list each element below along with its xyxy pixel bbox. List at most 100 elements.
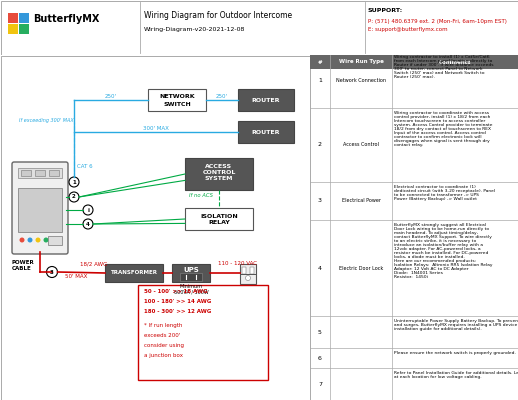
Text: Electrical Power: Electrical Power xyxy=(341,198,381,204)
Text: RELAY: RELAY xyxy=(208,220,230,226)
Bar xyxy=(48,236,62,245)
Text: 4: 4 xyxy=(86,222,90,226)
Text: 50' MAX: 50' MAX xyxy=(65,274,88,279)
Text: CABLE: CABLE xyxy=(12,266,32,271)
Text: from each Intercom panel location directly to: from each Intercom panel location direct… xyxy=(394,59,492,63)
Circle shape xyxy=(44,238,49,242)
Text: 300' MAX: 300' MAX xyxy=(143,126,169,131)
Text: Diode:  1N4001 Series: Diode: 1N4001 Series xyxy=(394,271,443,275)
Text: 1: 1 xyxy=(318,78,322,82)
Text: Intercom touchscreen to access controller: Intercom touchscreen to access controlle… xyxy=(394,119,485,123)
Text: contact ButterflyMX Support. To wire directly: contact ButterflyMX Support. To wire dir… xyxy=(394,235,492,239)
Circle shape xyxy=(47,266,57,278)
Bar xyxy=(185,208,253,230)
Bar xyxy=(185,158,253,190)
Circle shape xyxy=(20,238,24,242)
Circle shape xyxy=(69,177,79,187)
Text: Uninterruptable Power Supply Battery Backup. To prevent voltage drops: Uninterruptable Power Supply Battery Bac… xyxy=(394,319,518,323)
Bar xyxy=(250,267,254,274)
Text: 5: 5 xyxy=(318,330,322,334)
Text: 50 - 100' >> 18 AWG: 50 - 100' >> 18 AWG xyxy=(144,289,208,294)
Circle shape xyxy=(69,192,79,202)
Text: Here are our recommended products:: Here are our recommended products: xyxy=(394,259,476,263)
Text: i: i xyxy=(87,208,89,212)
Text: Wiring contractor to install (1) x Cat5e/Cat6: Wiring contractor to install (1) x Cat5e… xyxy=(394,55,490,59)
Text: If no ACS: If no ACS xyxy=(189,193,213,198)
Text: 18/2 from dry contact of touchscreen to REX: 18/2 from dry contact of touchscreen to … xyxy=(394,127,491,131)
Bar xyxy=(19,24,29,34)
Text: Door Lock wiring to be home-run directly to: Door Lock wiring to be home-run directly… xyxy=(394,227,489,231)
Text: ROUTER: ROUTER xyxy=(252,98,280,102)
Text: main headend. To adjust timing/delay,: main headend. To adjust timing/delay, xyxy=(394,231,478,235)
Circle shape xyxy=(27,238,33,242)
Text: consider using: consider using xyxy=(144,343,184,348)
Text: Router (250' max).: Router (250' max). xyxy=(394,75,435,79)
Text: Wire Run Type: Wire Run Type xyxy=(339,60,383,64)
Bar xyxy=(240,264,256,284)
Bar xyxy=(242,267,246,274)
Text: Power (Battery Backup) -> Wall outlet: Power (Battery Backup) -> Wall outlet xyxy=(394,197,477,201)
Bar xyxy=(180,273,202,281)
Text: a junction box: a junction box xyxy=(144,353,183,358)
Text: ButterflyMX strongly suggest all Electrical: ButterflyMX strongly suggest all Electri… xyxy=(394,223,486,227)
Text: Minimum: Minimum xyxy=(180,284,203,289)
Text: Wiring-Diagram-v20-2021-12-08: Wiring-Diagram-v20-2021-12-08 xyxy=(144,28,246,32)
FancyBboxPatch shape xyxy=(12,162,68,254)
Text: TRANSFORMER: TRANSFORMER xyxy=(110,270,157,276)
Bar xyxy=(105,264,163,282)
Bar xyxy=(18,168,62,178)
Text: 18/2 AWG: 18/2 AWG xyxy=(80,262,107,267)
Text: Refer to Panel Installation Guide for additional details. Leave 6' service loop: Refer to Panel Installation Guide for ad… xyxy=(394,371,518,375)
Bar xyxy=(138,285,268,380)
Text: Input of the access control. Access control: Input of the access control. Access cont… xyxy=(394,131,486,135)
Text: 2: 2 xyxy=(318,142,322,148)
Bar xyxy=(172,264,210,282)
Text: ISOLATION: ISOLATION xyxy=(200,214,238,218)
Text: Wiring Diagram for Outdoor Intercome: Wiring Diagram for Outdoor Intercome xyxy=(144,10,292,20)
Text: Switch (250' max) and Network Switch to: Switch (250' max) and Network Switch to xyxy=(394,71,484,75)
Text: ButterflyMX: ButterflyMX xyxy=(33,14,99,24)
Text: control provider, install (1) x 18/2 from each: control provider, install (1) x 18/2 fro… xyxy=(394,115,491,119)
Bar xyxy=(238,121,294,143)
Text: 12vdc adapter. For AC-powered locks, a: 12vdc adapter. For AC-powered locks, a xyxy=(394,247,481,251)
Circle shape xyxy=(83,205,93,215)
Bar xyxy=(19,13,29,23)
Text: Router if under 300'. If wire distance exceeds: Router if under 300'. If wire distance e… xyxy=(394,63,494,67)
Text: Electric Door Lock: Electric Door Lock xyxy=(339,266,383,270)
Bar xyxy=(240,274,256,275)
Text: POWER: POWER xyxy=(12,260,35,265)
Text: 100 - 180' >> 14 AWG: 100 - 180' >> 14 AWG xyxy=(144,299,211,304)
Text: If exceeding 300' MAX: If exceeding 300' MAX xyxy=(19,118,74,123)
Text: 3: 3 xyxy=(50,270,54,274)
Text: 2: 2 xyxy=(72,194,76,200)
Text: UPS: UPS xyxy=(183,267,199,273)
Bar xyxy=(238,89,294,111)
Text: 250': 250' xyxy=(105,94,117,99)
Text: P: (571) 480.6379 ext. 2 (Mon-Fri, 6am-10pm EST): P: (571) 480.6379 ext. 2 (Mon-Fri, 6am-1… xyxy=(368,18,507,24)
Bar xyxy=(49,170,59,176)
Text: SWITCH: SWITCH xyxy=(163,102,191,106)
Text: 4: 4 xyxy=(318,266,322,270)
Text: 7: 7 xyxy=(318,382,322,386)
Bar xyxy=(310,55,518,69)
Text: NETWORK: NETWORK xyxy=(159,94,195,100)
Text: exceeds 200': exceeds 200' xyxy=(144,333,180,338)
Text: 6: 6 xyxy=(318,356,322,360)
Text: 250': 250' xyxy=(216,94,228,99)
Text: contractor to confirm electronic lock will: contractor to confirm electronic lock wi… xyxy=(394,135,482,139)
Bar xyxy=(35,170,45,176)
Text: system. Access Control provider to terminate: system. Access Control provider to termi… xyxy=(394,123,493,127)
Text: introduce an isolation/buffer relay with a: introduce an isolation/buffer relay with… xyxy=(394,243,483,247)
Text: CAT 6: CAT 6 xyxy=(77,164,93,169)
Bar xyxy=(21,170,31,176)
Text: Adaptor: 12 Volt AC to DC Adapter: Adaptor: 12 Volt AC to DC Adapter xyxy=(394,267,468,271)
Bar xyxy=(148,89,206,111)
Text: 180 - 300' >> 12 AWG: 180 - 300' >> 12 AWG xyxy=(144,309,211,314)
Bar xyxy=(18,188,62,232)
Text: 1: 1 xyxy=(72,180,76,184)
Text: to an electric strike, it is necessary to: to an electric strike, it is necessary t… xyxy=(394,239,476,243)
Text: Network Connection: Network Connection xyxy=(336,78,386,82)
Text: SUPPORT:: SUPPORT: xyxy=(368,8,403,14)
Text: Isolation Relays:  Altronix RR5 Isolation Relay: Isolation Relays: Altronix RR5 Isolation… xyxy=(394,263,493,267)
Text: #: # xyxy=(318,60,322,64)
